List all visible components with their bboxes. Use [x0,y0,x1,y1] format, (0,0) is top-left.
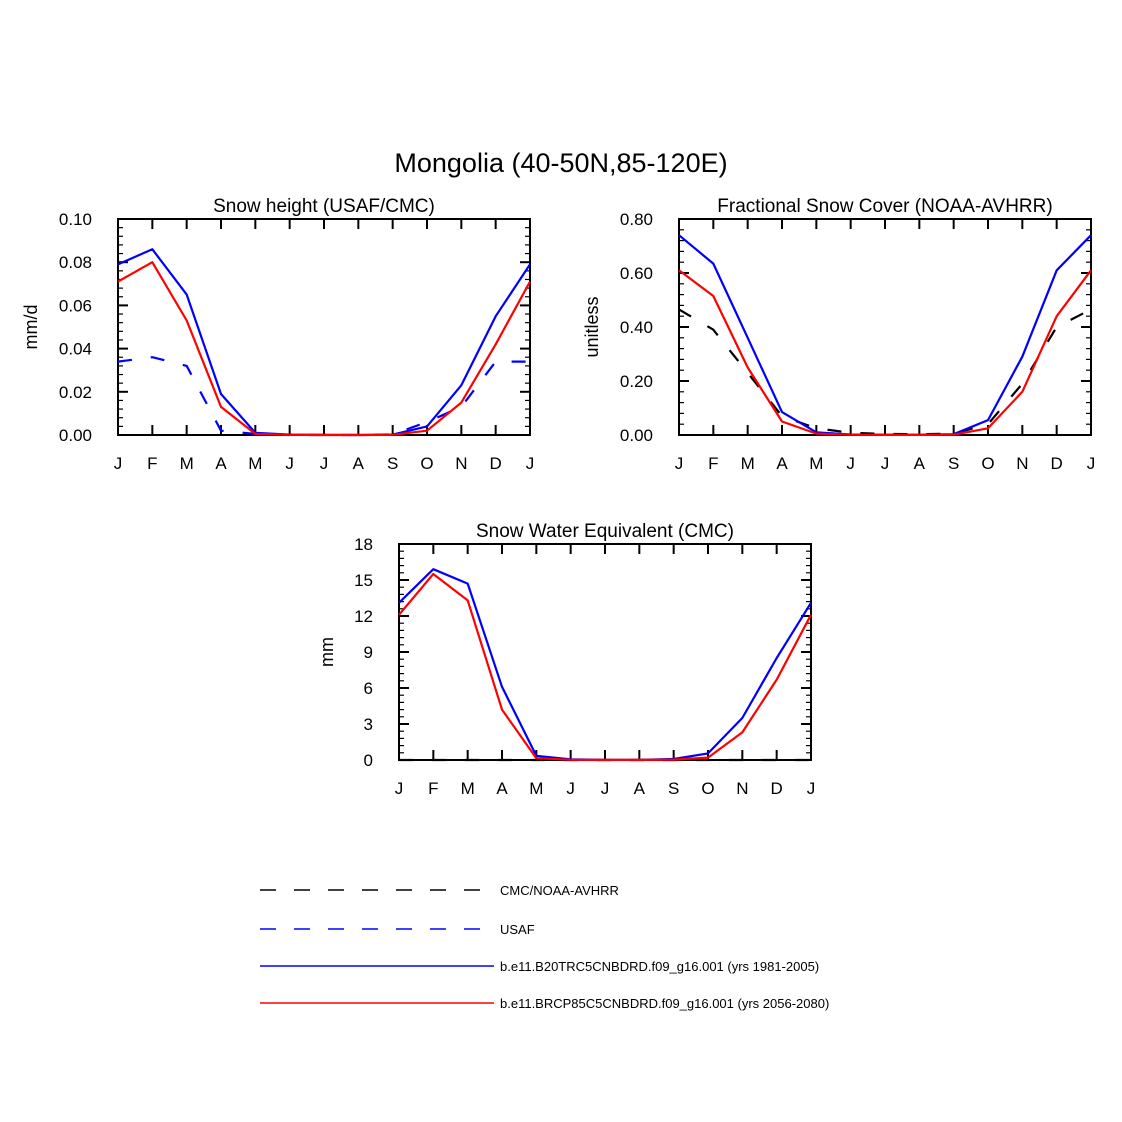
panel-fractional-snow-cover: Fractional Snow Cover (NOAA-AVHRR) J F M A M J… [582,196,1095,473]
figure-title: Mongolia (40-50N,85-120E) [394,148,727,178]
y-tick-label: 15 [354,571,373,590]
x-tick-label: O [420,454,433,473]
y-tick-label: 0.20 [620,372,653,391]
x-tick-label: N [736,779,748,798]
legend-label-historical-run: b.e11.B20TRC5CNBDRD.f09_g16.001 (yrs 198… [500,959,819,974]
plot-frame [678,218,1092,436]
x-tick-label: J [395,779,404,798]
x-tick-label: J [566,779,575,798]
panel-title: Snow Water Equivalent (CMC) [476,521,734,542]
panel-title: Fractional Snow Cover (NOAA-AVHRR) [717,196,1052,217]
series-line-b-e11-b20trc5cnbdrd-f09-g16-001-yrs-1981-2005 [398,568,812,761]
x-tick-label: J [807,779,816,798]
x-tick-label: J [285,454,294,473]
y-axis-label: unitless [582,296,602,357]
plot-frame [398,543,812,761]
x-tick-label: J [1087,454,1096,473]
series-line-b-e11-b20trc5cnbdrd-f09-g16-001-yrs-1981-2005 [117,248,531,437]
y-tick-label: 0.08 [59,253,92,272]
x-tick-label: F [428,779,438,798]
x-tick-label: M [461,779,475,798]
x-tick-label: J [601,779,610,798]
x-tick-label: J [846,454,855,473]
series-line-b-e11-brcp85c5cnbdrd-f09-g16-001-yrs-2056-2080 [678,269,1092,436]
x-tick-label: J [320,454,329,473]
x-tick-label: A [215,454,227,473]
y-tick-label: 0.10 [59,210,92,229]
series-line-cmc-noaa-avhrr [678,308,1092,436]
x-tick-label: N [1016,454,1028,473]
x-tick-label: D [1051,454,1063,473]
legend-label-usaf: USAF [500,922,535,937]
y-tick-label: 0.00 [620,426,653,445]
x-tick-label: J [881,454,890,473]
y-tick-label: 0.04 [59,340,92,359]
y-tick-label: 0.02 [59,383,92,402]
x-tick-label: J [675,454,684,473]
x-tick-label: F [708,454,718,473]
x-tick-label: S [387,454,398,473]
y-tick-label: 0.60 [620,264,653,283]
x-tick-label: O [701,779,714,798]
y-axis-label: mm [317,637,337,667]
plot-frame [117,218,531,436]
legend-label-rcp85-run: b.e11.BRCP85C5CNBDRD.f09_g16.001 (yrs 20… [500,996,829,1011]
y-tick-label: 3 [364,715,373,734]
series-line-b-e11-b20trc5cnbdrd-f09-g16-001-yrs-1981-2005 [678,234,1092,436]
x-tick-label: D [771,779,783,798]
y-tick-label: 18 [354,535,373,554]
x-tick-label: A [634,779,646,798]
y-axis-label: mm/d [21,305,41,350]
x-tick-label: A [353,454,365,473]
x-tick-label: M [180,454,194,473]
y-tick-label: 0.80 [620,210,653,229]
x-tick-label: N [455,454,467,473]
x-tick-label: M [809,454,823,473]
x-tick-label: D [490,454,502,473]
x-tick-label: S [948,454,959,473]
x-tick-label: S [668,779,679,798]
series-line-b-e11-brcp85c5cnbdrd-f09-g16-001-yrs-2056-2080 [398,572,812,762]
x-tick-label: M [529,779,543,798]
y-tick-label: 6 [364,679,373,698]
y-tick-label: 0.06 [59,296,92,315]
x-tick-label: A [496,779,508,798]
panel-title: Snow height (USAF/CMC) [213,196,435,217]
series-line-b-e11-brcp85c5cnbdrd-f09-g16-001-yrs-2056-2080 [117,261,531,437]
x-tick-label: A [914,454,926,473]
x-tick-label: M [741,454,755,473]
y-tick-label: 0.00 [59,426,92,445]
series-line-usaf [117,356,530,437]
legend-label-cmc-noaa-avhrr: CMC/NOAA-AVHRR [500,883,619,898]
x-tick-label: F [147,454,157,473]
x-tick-label: A [776,454,788,473]
panel-snow-height: Snow height (USAF/CMC) J F M A M J J A S O N D J 0.00 0… [21,196,534,473]
panel-snow-water-equivalent: Snow Water Equivalent (CMC) J F M A M J J A S O N D J… [317,521,815,798]
y-tick-label: 0.40 [620,318,653,337]
y-tick-label: 9 [364,643,373,662]
x-tick-label: M [248,454,262,473]
y-tick-label: 12 [354,607,373,626]
y-tick-label: 0 [364,751,373,770]
x-tick-label: J [526,454,535,473]
legend: CMC/NOAA-AVHRR USAF b.e11.B20TRC5CNBDRD.… [260,883,829,1011]
x-tick-label: O [981,454,994,473]
x-tick-label: J [114,454,123,473]
